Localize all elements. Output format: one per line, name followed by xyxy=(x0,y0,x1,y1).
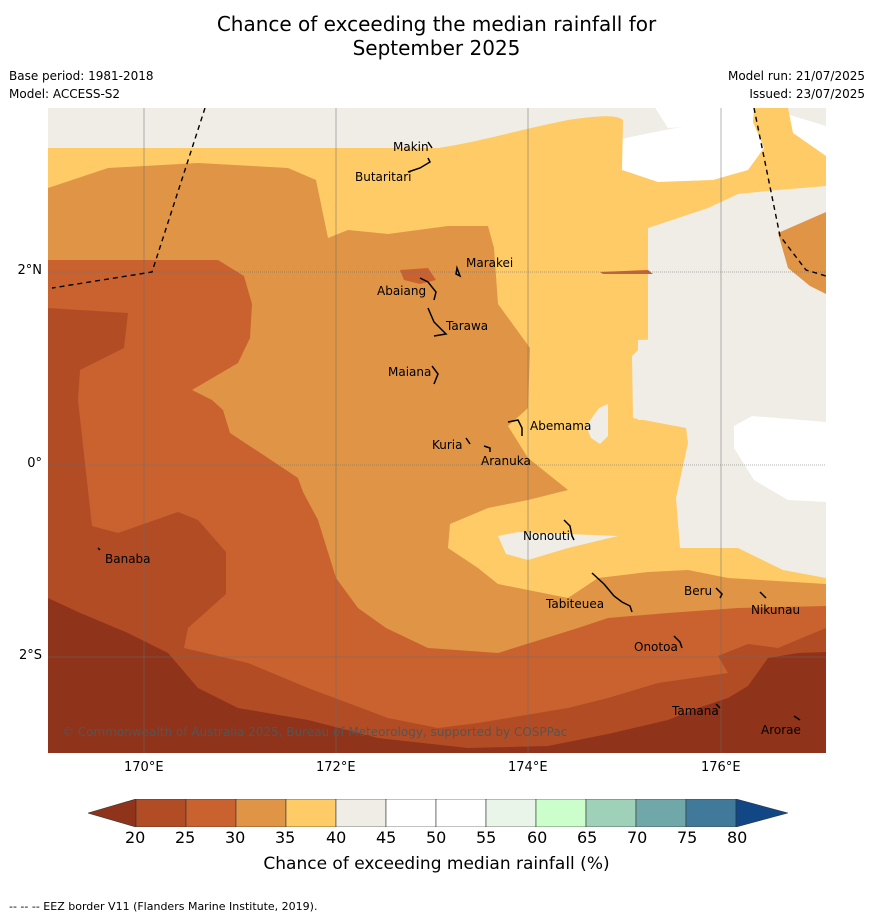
island-kuria xyxy=(465,437,471,445)
cb-tick-45: 45 xyxy=(376,828,397,847)
cb-70-75 xyxy=(635,799,687,827)
lon-label-172e: 172°E xyxy=(316,760,356,775)
graticule xyxy=(48,108,826,753)
island-tarawa xyxy=(427,307,448,337)
label-marakei: Marakei xyxy=(466,256,513,270)
issued-date: Issued: 23/07/2025 xyxy=(749,87,865,101)
label-maiana: Maiana xyxy=(388,365,431,379)
label-butaritari: Butaritari xyxy=(355,170,412,184)
cb-tick-70: 70 xyxy=(627,828,648,847)
label-banaba: Banaba xyxy=(105,552,151,566)
cb-tick-50: 50 xyxy=(426,828,447,847)
island-makin xyxy=(427,141,433,149)
island-tamana xyxy=(715,703,721,709)
meta-left: Base period: 1981-2018 Model: ACCESS-S2 xyxy=(9,67,154,103)
eez-footnote: -- -- -- EEZ border V11 (Flanders Marine… xyxy=(9,900,318,913)
cb-tick-40: 40 xyxy=(326,828,347,847)
base-period: Base period: 1981-2018 xyxy=(9,69,154,83)
island-butaritari xyxy=(407,157,431,173)
islands xyxy=(97,141,801,721)
cb-50-55 xyxy=(435,799,487,827)
colorbar-label: Chance of exceeding median rainfall (%) xyxy=(263,854,610,874)
cb-25-30 xyxy=(185,799,237,827)
cb-35-40 xyxy=(285,799,337,827)
cb-tick-65: 65 xyxy=(577,828,598,847)
cb-tick-55: 55 xyxy=(476,828,497,847)
cb-tick-80: 80 xyxy=(727,828,748,847)
cb-65-70 xyxy=(585,799,637,827)
label-tarawa: Tarawa xyxy=(445,319,488,333)
rainfall-map: Makin Butaritari Marakei Abaiang Tarawa … xyxy=(48,108,826,753)
island-banaba xyxy=(97,547,101,551)
island-abaiang xyxy=(419,277,437,301)
island-abemama xyxy=(507,419,523,436)
cb-tick-30: 30 xyxy=(225,828,246,847)
island-maiana xyxy=(431,365,439,385)
colorbar xyxy=(88,799,788,827)
lat-label-equator: 0° xyxy=(27,456,42,471)
map-canvas: Makin Butaritari Marakei Abaiang Tarawa … xyxy=(48,108,826,753)
cb-tick-25: 25 xyxy=(175,828,196,847)
island-arorae xyxy=(793,715,801,721)
label-tamana: Tamana xyxy=(671,704,719,718)
copyright-notice: © Commonwealth of Australia 2025, Bureau… xyxy=(62,725,568,739)
label-beru: Beru xyxy=(684,584,712,598)
band-40-45-east xyxy=(638,338,708,420)
band-45-55-east xyxy=(734,416,826,502)
cb-75-80 xyxy=(685,799,737,827)
island-marakei xyxy=(455,265,462,278)
island-aranuka xyxy=(483,445,491,452)
label-arorae: Arorae xyxy=(761,723,801,737)
cb-40-45 xyxy=(335,799,387,827)
island-nikunau xyxy=(759,591,767,599)
label-nikunau: Nikunau xyxy=(751,603,800,617)
lon-label-176e: 176°E xyxy=(701,760,741,775)
cb-60-65 xyxy=(535,799,587,827)
island-nonouti xyxy=(563,519,575,541)
eez-border-east xyxy=(753,108,826,277)
island-onotoa xyxy=(673,635,683,649)
cb-tick-75: 75 xyxy=(677,828,698,847)
cb-above80 xyxy=(735,799,788,827)
label-aranuka: Aranuka xyxy=(481,454,531,468)
band-40-45-centre xyxy=(586,404,608,444)
lat-label-2n: 2°N xyxy=(17,263,43,278)
cb-below20 xyxy=(88,799,137,827)
label-abaiang: Abaiang xyxy=(377,284,426,298)
model-run: Model run: 21/07/2025 xyxy=(727,69,865,83)
model-name: Model: ACCESS-S2 xyxy=(9,87,121,101)
island-beru xyxy=(715,587,723,599)
map-title: Chance of exceeding the median rainfall … xyxy=(0,12,873,60)
label-abemama: Abemama xyxy=(530,419,591,433)
title-line-2: September 2025 xyxy=(352,36,521,60)
cb-45-50 xyxy=(385,799,437,827)
title-line-1: Chance of exceeding the median rainfall … xyxy=(216,12,657,36)
meta-right: Model run: 21/07/2025 Issued: 23/07/2025 xyxy=(728,67,865,103)
eez-border-west xyxy=(51,108,206,289)
island-tabiteuea xyxy=(591,572,633,613)
cb-tick-20: 20 xyxy=(125,828,146,847)
cb-30-35 xyxy=(235,799,287,827)
label-makin: Makin xyxy=(393,140,429,154)
cb-20-25 xyxy=(135,799,187,827)
label-nonouti: Nonouti xyxy=(523,529,570,543)
cb-tick-60: 60 xyxy=(527,828,548,847)
label-tabiteuea: Tabiteuea xyxy=(545,597,604,611)
label-onotoa: Onotoa xyxy=(634,640,678,654)
band-45-55-north xyxy=(616,121,764,182)
band-30-35-ne xyxy=(778,212,826,294)
cb-tick-35: 35 xyxy=(275,828,296,847)
label-kuria: Kuria xyxy=(432,438,463,452)
lon-label-170e: 170°E xyxy=(124,760,164,775)
lat-label-2s: 2°S xyxy=(18,648,42,663)
cb-55-60 xyxy=(485,799,537,827)
lon-label-174e: 174°E xyxy=(508,760,548,775)
band-25-30 xyxy=(48,260,826,753)
eez-border xyxy=(51,108,826,289)
band-below-20 xyxy=(48,598,826,753)
